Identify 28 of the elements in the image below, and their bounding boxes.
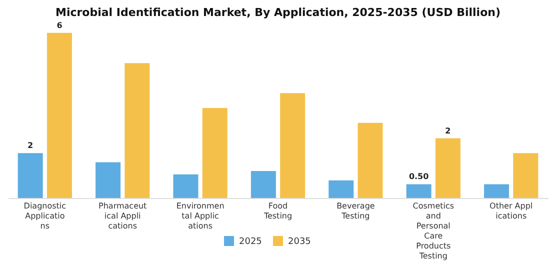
x-tick-label: Beverage Testing [336,202,375,220]
bar [124,63,150,198]
bar [435,138,460,198]
bar [406,184,432,198]
bar [173,174,198,198]
bar [46,32,72,198]
bar [484,184,510,198]
legend-label: 2025 [239,237,262,247]
x-tick-label: Environmental Applications [176,202,224,230]
bar [513,153,538,198]
data-label: 2 [28,141,34,150]
x-tick-label: Pharmaceutical Applications [98,202,147,230]
bar [96,162,121,198]
data-label: 2 [445,126,451,136]
bar [328,180,354,198]
bar [358,122,383,198]
data-label: 0.50 [408,172,430,182]
x-tick-label: Food Testing [262,202,292,220]
legend-label: 2035 [288,237,311,247]
x-tick-label: Other Applications [490,202,533,220]
x-tick-label: Diagnostic Applications [24,202,66,230]
bar [280,93,306,198]
chart-title: Microbial Identification Market, By Application, 2025-2035 (USD Billion) [56,6,500,19]
data-label: 6 [56,20,63,30]
bar [18,153,43,198]
bar [202,108,228,198]
x-tick-label: Cosmetics and Personal Care Products Testing [412,202,454,260]
bar [250,171,276,198]
